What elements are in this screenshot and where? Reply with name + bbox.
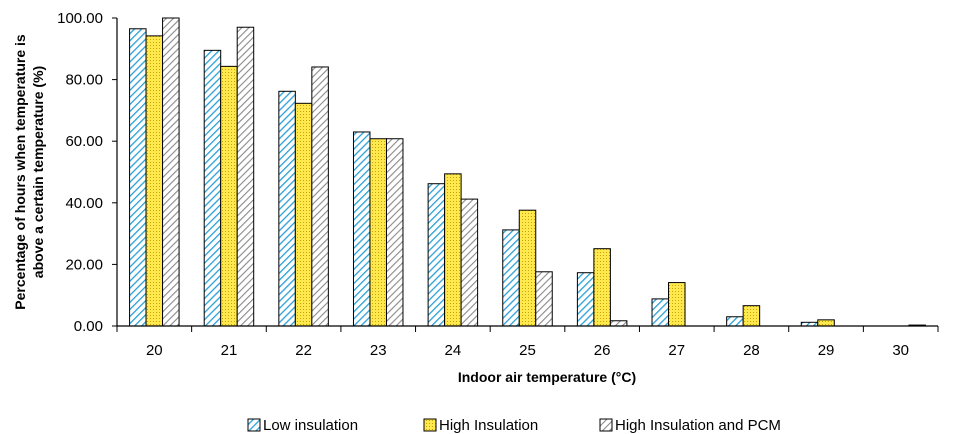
y-axis-ticks: 0.00 20.00 40.00 60.00 80.00 100.00 [57,10,117,335]
x-tick-label: 30 [892,342,909,359]
bar-low-insulation-21 [203,49,222,327]
legend-item: High Insulation [423,417,538,434]
y-tick-label: 40.00 [65,195,103,212]
x-tick-label: 22 [295,342,312,359]
bar-high-insulation-and-pcm-22 [311,66,329,327]
x-axis-ticks: 20 21 22 23 24 25 26 27 28 29 30 [116,326,939,359]
x-tick-label: 29 [818,342,835,359]
bar-high-insulation-27 [668,282,686,327]
bar-high-insulation-28 [742,305,761,327]
bar-high-insulation-20 [145,35,164,327]
legend: Low insulation High Insulation High Insula… [247,417,781,434]
y-tick-label: 0.00 [74,318,103,335]
bar-high-insulation-and-pcm-26 [609,320,628,327]
bar-low-insulation-26 [576,272,595,327]
x-tick-label: 25 [519,342,536,359]
bars [129,17,926,327]
bar-high-insulation-22 [294,102,313,327]
legend-label: High Insulation and PCM [615,417,781,434]
bar-high-insulation-and-pcm-21 [236,26,255,327]
legend-item: High Insulation and PCM [599,417,781,434]
bar-high-insulation-and-pcm-20 [162,17,180,327]
legend-swatch [247,418,261,432]
x-axis-title: Indoor air temperature (°C) [458,369,636,385]
bar-high-insulation-and-pcm-25 [535,271,553,327]
bar-low-insulation-22 [278,90,296,327]
x-tick-label: 27 [668,342,685,359]
y-axis-title-line-1: Percentage of hours when temperature is [12,34,28,310]
bar-low-insulation-27 [651,298,670,327]
bar-low-insulation-28 [726,316,744,327]
bar-high-insulation-and-pcm-23 [385,138,404,327]
legend-label: Low insulation [263,417,358,434]
y-axis-title-line-2: above a certain temperature (%) [30,66,46,278]
x-tick-label: 23 [370,342,387,359]
x-tick-label: 20 [146,342,163,359]
bar-low-insulation-25 [502,229,520,327]
legend-label: High Insulation [439,417,538,434]
y-tick-label: 20.00 [65,256,103,273]
bar-high-insulation-25 [518,209,537,327]
bar-high-insulation-29 [817,319,835,327]
bar-low-insulation-23 [352,131,371,327]
y-tick-label: 100.00 [57,10,103,27]
y-tick-label: 60.00 [65,133,103,150]
legend-item: Low insulation [247,417,358,434]
bar-high-insulation-21 [220,65,238,327]
bar-high-insulation-and-pcm-24 [460,198,479,327]
bar-high-insulation-26 [593,248,611,327]
x-tick-label: 26 [594,342,611,359]
bar-low-insulation-20 [129,28,147,327]
x-tick-label: 24 [445,342,462,359]
legend-swatch [423,418,437,432]
y-axis-title: Percentage of hours when temperature is … [12,34,46,310]
axes [116,18,938,327]
legend-swatch [599,418,613,432]
bar-high-insulation-24 [444,173,462,327]
y-tick-label: 80.00 [65,72,103,89]
bar-low-insulation-24 [427,183,446,327]
x-tick-label: 21 [221,342,238,359]
bar-high-insulation-23 [369,138,387,327]
x-tick-label: 28 [743,342,760,359]
